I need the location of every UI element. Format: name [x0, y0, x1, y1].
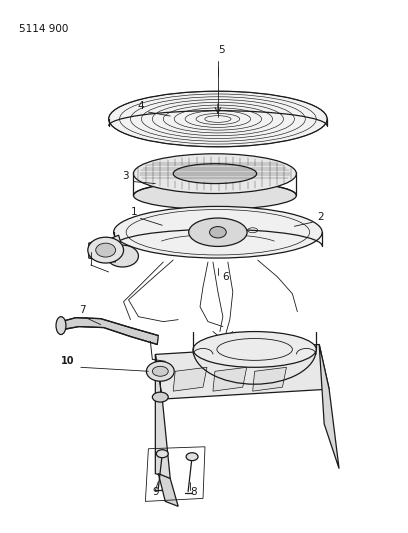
Ellipse shape	[210, 227, 226, 238]
Polygon shape	[253, 367, 286, 391]
Ellipse shape	[193, 332, 316, 367]
Ellipse shape	[152, 392, 168, 402]
Polygon shape	[155, 344, 329, 399]
Polygon shape	[173, 367, 207, 391]
Polygon shape	[89, 235, 121, 262]
Ellipse shape	[133, 154, 296, 193]
Ellipse shape	[189, 218, 247, 246]
Text: 2: 2	[317, 212, 324, 222]
Ellipse shape	[133, 182, 296, 209]
Polygon shape	[319, 344, 339, 469]
Ellipse shape	[96, 243, 115, 257]
Polygon shape	[61, 318, 158, 344]
Text: 3: 3	[122, 171, 129, 181]
Text: 7: 7	[79, 305, 86, 314]
Text: 4: 4	[137, 101, 144, 111]
Text: 8: 8	[190, 488, 197, 497]
Text: 9: 9	[152, 488, 159, 497]
Ellipse shape	[56, 317, 66, 335]
Polygon shape	[158, 474, 178, 506]
Text: 5114 900: 5114 900	[19, 23, 69, 34]
Polygon shape	[213, 367, 247, 391]
Polygon shape	[155, 354, 170, 479]
Text: 5: 5	[219, 45, 225, 55]
Ellipse shape	[152, 366, 168, 376]
Ellipse shape	[109, 91, 327, 147]
Ellipse shape	[88, 237, 124, 263]
Ellipse shape	[173, 164, 257, 183]
Text: 10: 10	[61, 357, 75, 366]
Text: 6: 6	[222, 272, 228, 282]
Ellipse shape	[146, 361, 174, 381]
Ellipse shape	[106, 245, 138, 267]
Ellipse shape	[113, 206, 322, 258]
Ellipse shape	[156, 450, 168, 458]
Text: 1: 1	[131, 207, 137, 217]
Ellipse shape	[186, 453, 198, 461]
